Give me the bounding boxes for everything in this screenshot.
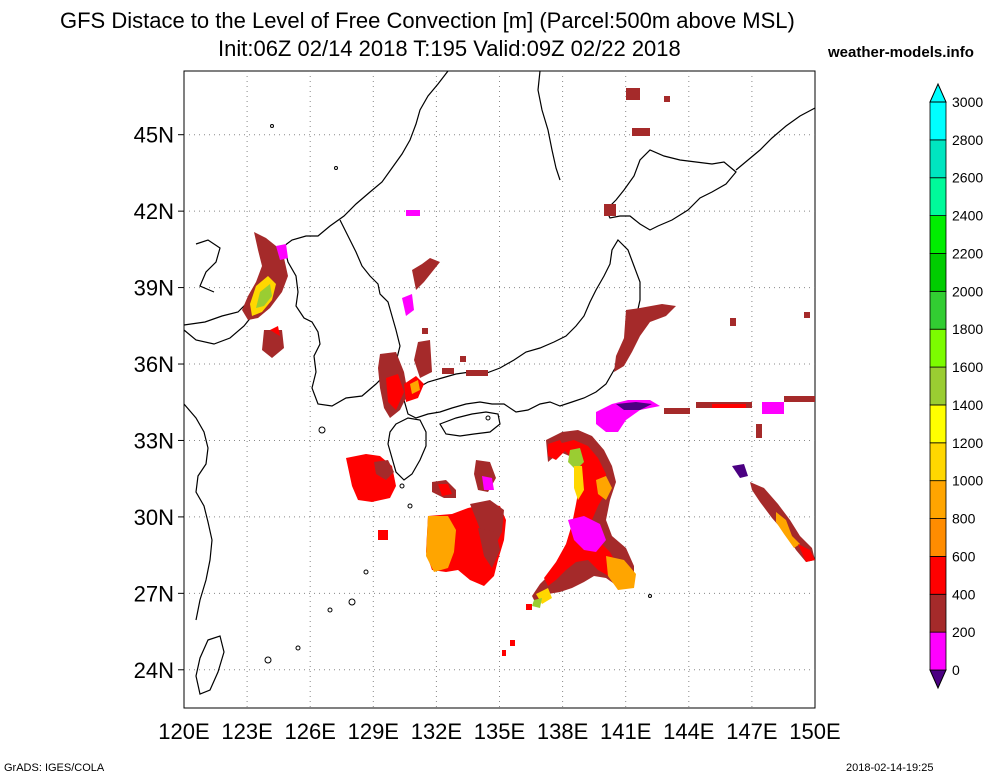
colorbar-box (929, 631, 947, 671)
colorbar-lower-arrow (929, 669, 947, 690)
lon-tick-label: 135E (474, 719, 525, 744)
title-line-1: GFS Distace to the Level of Free Convect… (60, 8, 795, 33)
colorbar-label: 1200 (952, 435, 983, 451)
colorbar-box (929, 290, 947, 330)
colorbar: 0 200 400 600 800 1000 1200 1400 1600 1800 2000 220… (929, 82, 983, 690)
title-line-2: Init:06Z 02/14 2018 T:195 Valid:09Z 02/2… (218, 36, 681, 61)
colorbar-label: 2800 (952, 132, 983, 148)
lat-tick-label: 33N (134, 428, 174, 453)
colorbar-label: 200 (952, 624, 976, 640)
lon-tick-label: 141E (600, 719, 651, 744)
colorbar-label: 0 (952, 662, 960, 678)
colorbar-box (929, 253, 947, 292)
lon-tick-label: 126E (285, 719, 336, 744)
colorbar-label: 400 (952, 586, 976, 602)
lat-tick-label: 45N (134, 123, 174, 148)
colorbar-upper-arrow (929, 82, 947, 103)
colorbar-box (929, 442, 947, 482)
colorbar-label: 2200 (952, 245, 983, 261)
colorbar-label: 2400 (952, 208, 983, 224)
lat-tick-label: 42N (134, 199, 174, 224)
colorbar-box (929, 215, 947, 254)
lat-tick-label: 39N (134, 276, 174, 301)
lat-tick-label: 24N (134, 658, 174, 683)
lat-tick-label: 30N (134, 505, 174, 530)
colorbar-label: 2000 (952, 283, 983, 299)
colorbar-box (929, 480, 947, 519)
colorbar-box (929, 518, 947, 557)
colorbar-label: 2600 (952, 170, 983, 186)
colorbar-box (929, 404, 947, 444)
colorbar-label: 1600 (952, 359, 983, 375)
lfc-shading (242, 88, 815, 656)
footer-software: GrADS: IGES/COLA (4, 762, 105, 774)
colorbar-label: 1400 (952, 397, 983, 413)
lon-tick-label: 120E (158, 719, 209, 744)
site-label: weather-models.info (828, 44, 974, 61)
colorbar-label: 1800 (952, 321, 983, 337)
colorbar-box (929, 556, 947, 595)
colorbar-box (929, 366, 947, 406)
colorbar-box (929, 177, 947, 217)
colorbar-label: 1000 (952, 473, 983, 489)
colorbar-box (929, 328, 947, 368)
colorbar-label: 3000 (952, 94, 983, 110)
lon-tick-label: 147E (726, 719, 777, 744)
lon-tick-label: 123E (221, 719, 272, 744)
lon-tick-label: 138E (537, 719, 588, 744)
lon-tick-label: 129E (348, 719, 399, 744)
footer-timestamp: 2018-02-14-19:25 (846, 762, 934, 774)
colorbar-box (929, 593, 947, 633)
lon-tick-label: 150E (789, 719, 840, 744)
lon-tick-label: 144E (663, 719, 714, 744)
lat-tick-label: 27N (134, 581, 174, 606)
lon-tick-label: 132E (411, 719, 462, 744)
lat-tick-label: 36N (134, 352, 174, 377)
colorbar-box (929, 139, 947, 179)
colorbar-label: 600 (952, 548, 976, 564)
axis-labels: 120E 123E 126E 129E 132E 135E 138E 141E 144E 147E… (134, 123, 841, 744)
colorbar-label: 800 (952, 511, 976, 527)
colorbar-box (929, 101, 947, 141)
